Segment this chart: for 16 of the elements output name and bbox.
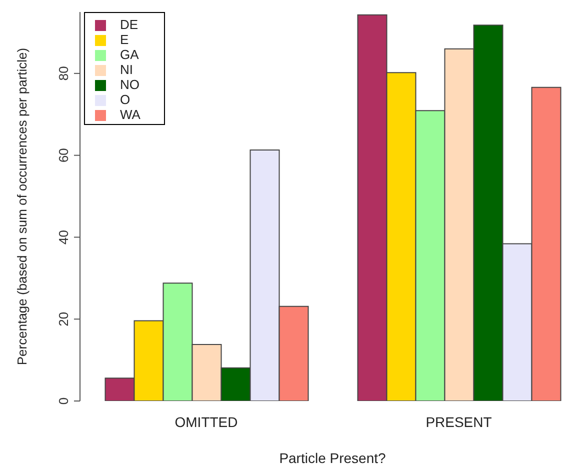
- legend-label: O: [120, 92, 130, 107]
- x-tick-label: PRESENT: [426, 414, 492, 430]
- legend-label: WA: [120, 107, 140, 122]
- legend-label: DE: [120, 17, 138, 32]
- legend-label: E: [120, 32, 129, 47]
- legend-label: NI: [120, 62, 133, 77]
- y-tick-label: 80: [56, 66, 71, 81]
- y-tick-label: 60: [56, 148, 71, 163]
- y-tick-label: 40: [56, 230, 71, 244]
- legend-label: GA: [120, 47, 139, 62]
- y-axis-title: Percentage (based on sum of occurrences per particle): [14, 48, 30, 366]
- legend-label: NO: [120, 77, 140, 92]
- y-tick-label: 0: [56, 397, 71, 405]
- y-tick-label: 20: [56, 312, 71, 326]
- x-tick-label: OMITTED: [174, 414, 238, 430]
- x-axis-title: Particle Present?: [279, 450, 386, 466]
